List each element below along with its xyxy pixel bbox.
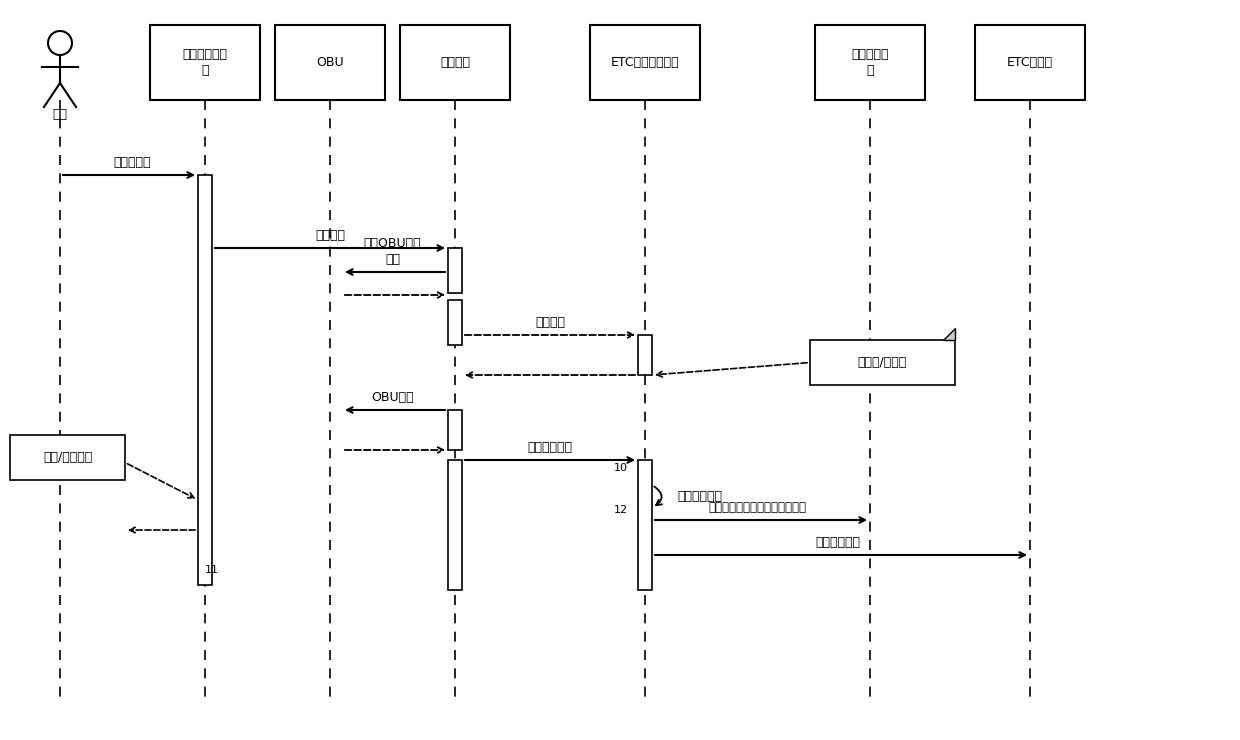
- Text: 触发请求: 触发请求: [440, 56, 470, 69]
- Polygon shape: [942, 328, 955, 340]
- Text: OBU: OBU: [316, 56, 343, 69]
- Bar: [198, 175, 212, 585]
- Text: 进出停车场: 进出停车场: [114, 156, 151, 169]
- Text: 通知车主和停车场主有交易发生: 通知车主和停车场主有交易发生: [708, 501, 806, 514]
- Text: 12: 12: [614, 505, 627, 515]
- Bar: [815, 25, 925, 100]
- Bar: [590, 25, 701, 100]
- Text: OBU交易: OBU交易: [371, 391, 414, 404]
- Bar: [975, 25, 1085, 100]
- Text: 11: 11: [205, 565, 219, 575]
- Text: 车主: 车主: [52, 108, 67, 121]
- Text: ETC运营商: ETC运营商: [1007, 56, 1053, 69]
- Bar: [150, 25, 260, 100]
- Text: 上传交易记录: 上传交易记录: [815, 536, 861, 549]
- Text: 上传交易信息: 上传交易信息: [527, 441, 573, 454]
- Text: 触发交易: 触发交易: [315, 229, 345, 242]
- Text: 获取OBU状态
信息: 获取OBU状态 信息: [363, 237, 422, 266]
- Text: 停车场运营
商: 停车场运营 商: [851, 49, 889, 76]
- Bar: [275, 25, 384, 100]
- Bar: [639, 460, 652, 590]
- Bar: [810, 340, 955, 385]
- Text: 未清分/待入账: 未清分/待入账: [858, 356, 908, 369]
- Bar: [10, 435, 125, 480]
- Bar: [401, 25, 510, 100]
- Bar: [448, 300, 463, 345]
- Text: 生成交易记录: 生成交易记录: [677, 489, 722, 502]
- Text: 请求密钥: 请求密钥: [534, 316, 565, 329]
- Text: 10: 10: [614, 463, 627, 473]
- Text: ETC综合服务平台: ETC综合服务平台: [610, 56, 680, 69]
- Text: 停车场车道系
统: 停车场车道系 统: [182, 49, 227, 76]
- Bar: [448, 248, 463, 293]
- Bar: [448, 410, 463, 450]
- Bar: [448, 460, 463, 590]
- Text: 入口/出口交易: 入口/出口交易: [43, 451, 92, 464]
- Bar: [639, 335, 652, 375]
